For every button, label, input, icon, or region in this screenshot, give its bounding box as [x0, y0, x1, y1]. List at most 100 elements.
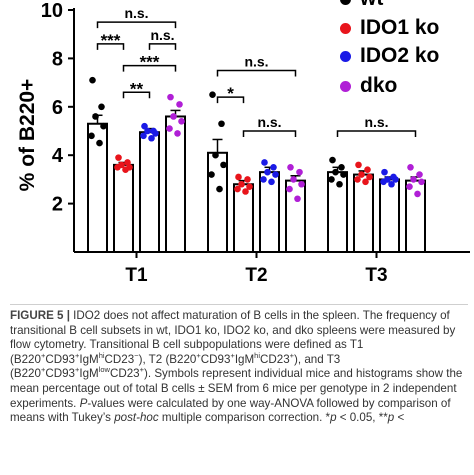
chart-area: 2 4 6 8 10% of B220+ T1 T2 T3 n.s. *** n.s. *** ** n.… [16, 0, 470, 286]
significance-bracket [96, 21, 177, 29]
data-point [336, 180, 343, 188]
data-point [141, 122, 148, 130]
data-point [174, 130, 181, 137]
significance-bracket [122, 91, 151, 99]
data-point [115, 154, 122, 161]
data-point [290, 176, 297, 183]
data-point [144, 127, 151, 135]
legend-marker [340, 50, 351, 62]
significance-bracket [122, 64, 177, 72]
significance-bracket [216, 69, 297, 77]
significance-label: ** [130, 79, 144, 98]
data-point [410, 176, 417, 183]
data-point [381, 168, 388, 176]
x-tick-label-t1: T1 [125, 265, 148, 286]
significance-label: n.s. [244, 54, 268, 70]
data-point [170, 113, 177, 120]
data-point [332, 168, 339, 176]
legend-item: IDO1 ko [340, 16, 439, 40]
data-point [329, 156, 336, 164]
legend-marker [340, 22, 351, 34]
data-point [216, 185, 223, 193]
significance-label: n.s. [257, 114, 281, 130]
data-point [176, 101, 183, 108]
data-point [355, 161, 362, 169]
y-tick-label: 4 [52, 145, 64, 167]
data-point [380, 178, 387, 186]
data-point [114, 164, 121, 171]
data-point [212, 151, 219, 159]
significance-bracket [336, 130, 417, 137]
significance-bracket [148, 43, 177, 50]
legend-marker [340, 0, 351, 5]
data-point [208, 171, 215, 178]
data-point [246, 183, 253, 190]
data-point [166, 125, 173, 132]
y-tick-label: 6 [52, 97, 63, 119]
data-point [92, 113, 99, 120]
data-point [354, 176, 361, 183]
significance-label: *** [101, 31, 121, 50]
data-point [140, 132, 147, 140]
data-point [264, 168, 271, 176]
legend-item: dko [340, 74, 397, 98]
data-point [340, 171, 347, 178]
data-point [338, 164, 345, 171]
significance-label: *** [140, 53, 160, 72]
y-tick-label: 8 [52, 48, 63, 70]
significance-bracket [96, 43, 125, 50]
data-point [328, 176, 335, 183]
data-point [407, 164, 414, 171]
significance-label: * [227, 84, 234, 103]
data-point [272, 171, 279, 178]
data-point [89, 76, 96, 84]
data-point [167, 93, 174, 101]
bar [165, 115, 186, 254]
legend-label: wt [360, 0, 383, 11]
y-tick-label: 2 [52, 194, 63, 216]
data-point [406, 183, 413, 190]
significance-label: n.s. [364, 114, 388, 130]
y-tick-label: 10 [41, 0, 63, 22]
data-point [122, 166, 129, 174]
data-point [388, 180, 395, 188]
data-point [244, 176, 251, 183]
data-point [261, 159, 268, 166]
data-point [418, 178, 425, 186]
data-point [238, 180, 245, 188]
significance-label: n.s. [124, 5, 148, 21]
legend-item: wt [340, 0, 383, 11]
data-point [362, 178, 369, 186]
bar [379, 178, 400, 253]
data-point [209, 91, 216, 98]
data-point [98, 103, 105, 111]
data-point [294, 195, 301, 203]
data-point [286, 185, 293, 193]
data-point [152, 130, 159, 137]
legend-marker [340, 80, 351, 92]
data-point [287, 164, 294, 171]
data-point [100, 122, 107, 130]
data-point [88, 132, 95, 140]
legend-label: IDO1 ko [360, 16, 440, 39]
data-point [414, 190, 421, 198]
data-point [298, 180, 305, 188]
bar [233, 183, 254, 254]
data-point [270, 164, 277, 171]
y-axis-label: % of B220+ [16, 79, 39, 192]
data-point [260, 176, 267, 183]
data-point [416, 171, 423, 178]
legend-item: IDO2 ko [340, 44, 439, 68]
data-point [235, 173, 242, 181]
bar [113, 163, 134, 254]
x-tick-label-t3: T3 [365, 265, 387, 286]
x-tick-label-t2: T2 [245, 265, 267, 286]
data-point [366, 173, 373, 181]
figure-caption: FIGURE 5 | IDO2 does not affect maturati… [10, 304, 468, 475]
data-point [392, 176, 399, 183]
legend-label: IDO2 ko [360, 44, 440, 67]
data-point [358, 171, 365, 178]
data-point [96, 139, 103, 147]
significance-bracket [242, 130, 297, 137]
